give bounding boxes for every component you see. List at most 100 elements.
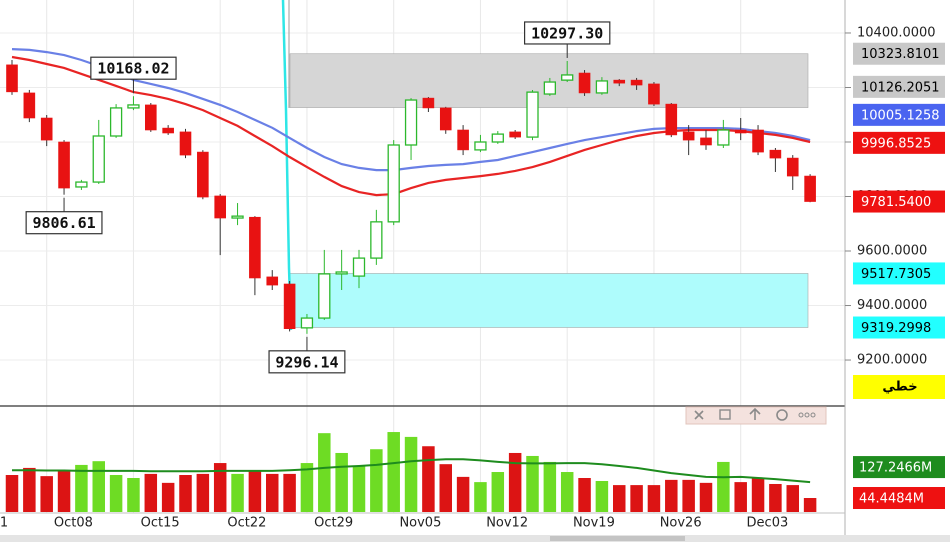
candle-body	[717, 129, 730, 146]
volume-tag	[853, 487, 945, 510]
candle-body	[457, 129, 469, 151]
volume-bar	[682, 479, 695, 512]
y-tick-label: 9400.0000	[857, 298, 927, 313]
candle-body	[231, 215, 244, 219]
price-tag-label: 9517.7305	[861, 267, 931, 282]
badge-label: خطي	[882, 380, 917, 395]
volume-bar	[751, 478, 765, 512]
candle-body	[162, 127, 174, 134]
candle-body	[595, 80, 609, 94]
price-tag	[853, 103, 945, 126]
maximize-icon[interactable]	[719, 409, 731, 420]
volume-bar	[109, 475, 123, 512]
y-tick-label: 9200.0000	[857, 353, 927, 368]
volume-bar	[5, 475, 19, 512]
candle-body	[335, 271, 348, 275]
volume-bar	[422, 446, 435, 512]
volume-bar	[647, 485, 661, 512]
candle-body	[109, 107, 123, 137]
candle-body	[23, 92, 36, 119]
volume-bar	[92, 461, 105, 512]
candle-body	[318, 273, 331, 319]
candle-body	[786, 157, 799, 177]
annotation-box	[90, 56, 177, 80]
volume-bar	[456, 476, 470, 512]
volume-bar	[231, 473, 244, 512]
more-icon[interactable]	[798, 412, 816, 418]
candle-body	[700, 137, 712, 146]
volume-bar	[266, 473, 279, 512]
x-tick-label: Nov26	[660, 516, 702, 531]
volume-bar	[474, 482, 487, 512]
x-tick-label: Oct15	[141, 516, 180, 531]
scrollbar[interactable]	[0, 535, 950, 542]
x-tick-label: Oct22	[227, 516, 266, 531]
y-tick-label: 10400.0000	[857, 25, 936, 40]
volume-bar	[387, 432, 400, 512]
candle-body	[422, 97, 435, 109]
volume-bar	[196, 473, 210, 512]
volume-tag-label: 44.4484M	[859, 492, 924, 507]
candle-body	[769, 149, 782, 159]
volume-bar	[508, 452, 522, 512]
toolbar-background	[685, 406, 827, 425]
candle-body	[75, 181, 88, 188]
annotation-label: 10297.30	[531, 24, 603, 42]
candle-body	[6, 64, 18, 93]
volume-bar	[595, 480, 609, 512]
x-tick-label: 1	[0, 516, 8, 531]
volume-bar	[23, 467, 36, 512]
price-tag	[853, 131, 945, 154]
zone	[289, 53, 809, 108]
candle-body	[283, 283, 296, 329]
candle-body	[370, 221, 383, 259]
volume-tag	[853, 456, 945, 479]
candle-body	[439, 107, 452, 131]
volume-bar	[803, 498, 817, 512]
volume-bar	[179, 475, 192, 512]
candle-body	[40, 117, 53, 141]
volume-bar	[543, 461, 557, 512]
zones	[289, 53, 809, 328]
price-tag	[853, 190, 945, 213]
volume-bar	[370, 449, 383, 512]
scrollbar-thumb[interactable]	[550, 536, 685, 541]
volume-bar	[769, 483, 782, 512]
price-tag-label: 10126.2051	[861, 80, 940, 95]
candle-body	[491, 133, 504, 143]
volume-bar	[491, 472, 505, 512]
x-tick-label: Nov12	[486, 516, 528, 531]
volume-bar	[248, 470, 262, 512]
up-icon[interactable]	[749, 407, 761, 420]
x-tick-label: Nov05	[399, 516, 441, 531]
candle-body	[578, 72, 591, 94]
volume-bar	[578, 478, 591, 512]
volume-bar	[40, 476, 53, 512]
volume-bar	[630, 485, 643, 512]
volume-tag-label: 127.2466M	[859, 461, 932, 476]
candle-body	[543, 81, 556, 95]
candle-body	[404, 99, 418, 146]
candle-body	[526, 91, 539, 138]
badge	[853, 375, 945, 399]
annotation-box	[25, 211, 103, 235]
price-tag	[853, 262, 945, 285]
candle-body	[734, 129, 747, 134]
plot: 10168.02 9806.61 10297.30 9296.14	[5, 21, 817, 512]
candle-body	[145, 104, 157, 131]
candle-body	[127, 104, 140, 109]
price-axis: 10400.000010200.000010000.00009800.00009…	[0, 25, 945, 531]
candle-body	[58, 141, 70, 189]
price-tag	[853, 75, 945, 98]
price-tag	[853, 42, 945, 65]
candle-body	[682, 131, 695, 141]
toolbar	[685, 406, 827, 425]
volume-bar	[560, 472, 574, 512]
volume-bar	[352, 466, 366, 512]
close-icon[interactable]	[694, 410, 704, 420]
candle-body	[266, 276, 279, 286]
settings-icon[interactable]	[776, 409, 788, 421]
volume-ma-line	[12, 458, 811, 484]
